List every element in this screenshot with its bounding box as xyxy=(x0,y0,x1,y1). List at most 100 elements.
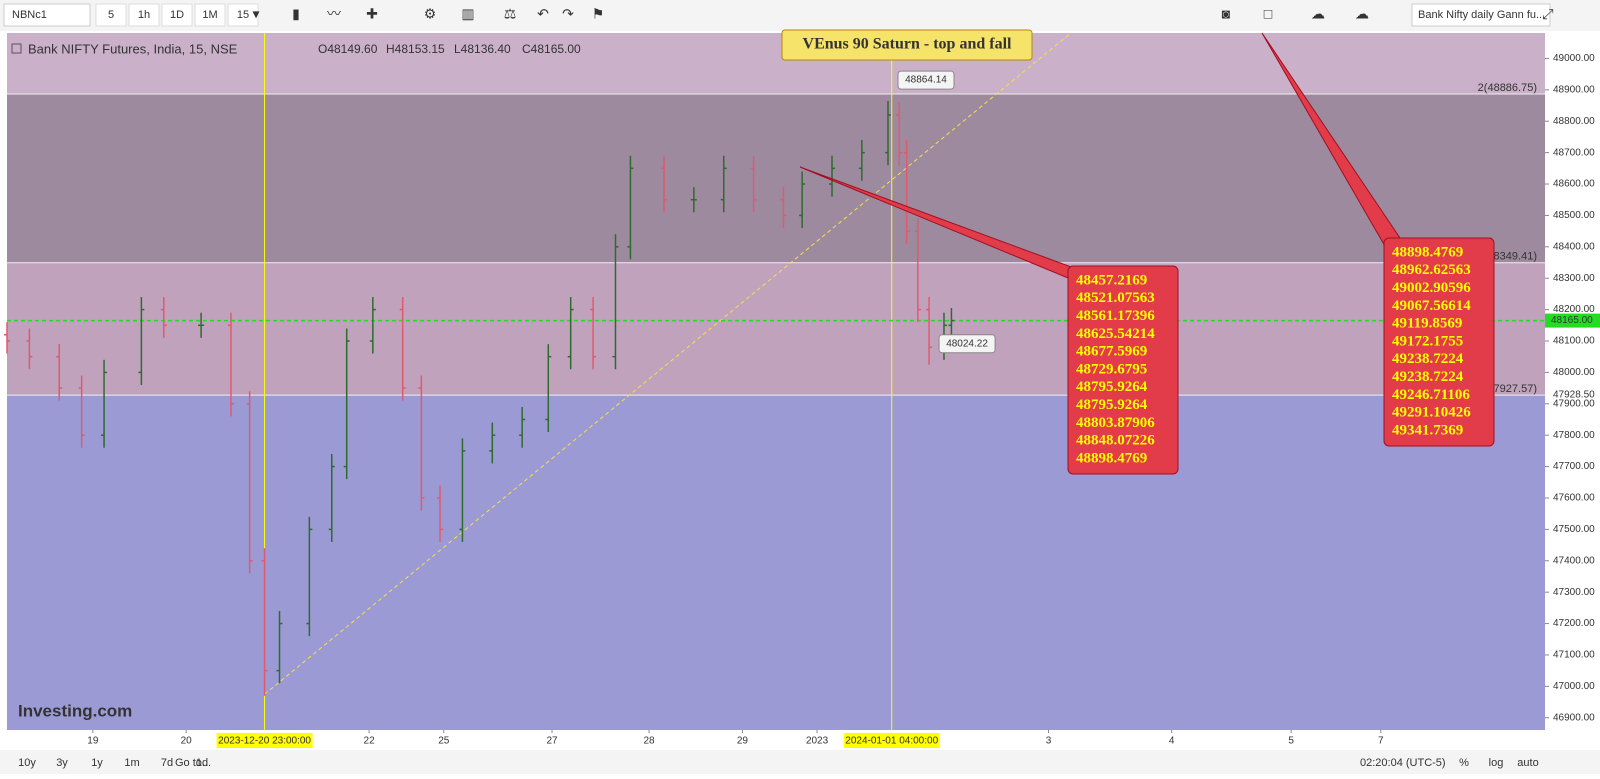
x-tick-label: 29 xyxy=(737,736,749,747)
y-tick-label: 47900.00 xyxy=(1553,398,1595,409)
zone xyxy=(7,262,1545,396)
projection-value: 49172.1755 xyxy=(1392,333,1463,349)
range-button[interactable]: 1y xyxy=(91,757,103,769)
y-tick-label: 48500.00 xyxy=(1553,210,1595,221)
annotation-title: VEnus 90 Saturn - top and fall xyxy=(803,36,1013,53)
projection-value: 49246.71106 xyxy=(1392,387,1470,403)
price-axis xyxy=(1545,33,1600,730)
callout-box xyxy=(897,70,955,90)
bottom-bar xyxy=(0,750,1600,774)
toolbar-icon[interactable]: ↶ xyxy=(537,6,549,22)
y-tick-label: 47000.00 xyxy=(1553,681,1595,692)
toolbar-icon[interactable]: ◙ xyxy=(1222,6,1230,22)
projection-value: 49067.56614 xyxy=(1392,298,1471,314)
interval-label: 1h xyxy=(138,9,150,21)
y-tick-label: 48000.00 xyxy=(1553,367,1595,378)
projection-box xyxy=(1067,265,1179,475)
watermark: Investing.com xyxy=(18,701,132,720)
y-tick-label: 48900.00 xyxy=(1553,84,1595,95)
clock: 02:20:04 (UTC-5) xyxy=(1360,757,1446,769)
chart-title: Bank NIFTY Futures, India, 15, NSE xyxy=(28,41,238,56)
toolbar-icon[interactable]: □ xyxy=(1264,6,1273,22)
y-tick-label: 48100.00 xyxy=(1553,336,1595,347)
interval-button[interactable] xyxy=(194,3,226,27)
y-tick-label: 48700.00 xyxy=(1553,147,1595,158)
y-tick-label: 47300.00 xyxy=(1553,587,1595,598)
level-label: (48349.41) xyxy=(1484,251,1537,263)
marker-label: 2024-01-01 04:00:00 xyxy=(845,736,938,747)
projection-value: 49238.7224 xyxy=(1392,351,1464,367)
marker-label: 2023-12-20 23:00:00 xyxy=(218,736,311,747)
layout-select[interactable] xyxy=(1411,3,1551,27)
range-button[interactable]: 1d xyxy=(196,757,208,769)
y-tick-label: 49000.00 xyxy=(1553,53,1595,64)
toolbar-icon[interactable]: ☁ xyxy=(1311,6,1325,22)
level-label: (47927.57) xyxy=(1484,383,1537,395)
x-tick-label: 27 xyxy=(546,736,558,747)
scale-option[interactable]: % xyxy=(1459,757,1469,769)
toolbar-icon[interactable]: ▾ xyxy=(252,6,259,22)
x-tick-label: 7 xyxy=(1378,736,1384,747)
projection-value: 49238.7224 xyxy=(1392,369,1464,385)
level-axis-label: 47928.50 xyxy=(1553,389,1595,400)
projection-value: 48677.5969 xyxy=(1076,344,1147,360)
y-tick-label: 47800.00 xyxy=(1553,430,1595,441)
projection-value: 48625.54214 xyxy=(1076,326,1155,342)
ohlc-legend: C48165.00 xyxy=(522,42,581,56)
projection-value: 49291.10426 xyxy=(1392,405,1471,421)
range-button[interactable]: 1m xyxy=(124,757,139,769)
x-tick-label: 5 xyxy=(1288,736,1294,747)
projection-value: 48561.17396 xyxy=(1076,308,1155,324)
layout-name: Bank Nifty daily Gann fu... xyxy=(1418,9,1545,21)
interval-button[interactable] xyxy=(128,3,160,27)
toolbar-icon[interactable]: ▮ xyxy=(292,6,300,22)
toolbar xyxy=(0,0,1600,31)
range-button[interactable]: 3y xyxy=(56,757,68,769)
toolbar-icon[interactable]: ▥ xyxy=(461,6,474,22)
y-tick-label: 48400.00 xyxy=(1553,241,1595,252)
marker-label-bg xyxy=(843,733,940,748)
x-tick-label: 2023 xyxy=(806,736,829,747)
toolbar-icon[interactable]: ✚ xyxy=(366,6,378,22)
zone xyxy=(7,93,1545,263)
goto[interactable]: Go to... xyxy=(175,757,211,769)
interval-label: 15 xyxy=(237,9,249,21)
range-button[interactable]: 7d xyxy=(161,757,173,769)
zone xyxy=(7,395,1545,730)
interval-button[interactable] xyxy=(95,3,127,27)
projection-value: 48795.9264 xyxy=(1076,397,1148,413)
marker-label-bg xyxy=(216,733,313,748)
toolbar-icon[interactable]: 〰 xyxy=(327,6,341,22)
interval-button[interactable] xyxy=(161,3,193,27)
range-button[interactable]: 10y xyxy=(18,757,36,769)
legend-icon xyxy=(11,43,22,54)
projection-value: 48795.9264 xyxy=(1076,379,1148,395)
toolbar-icon[interactable]: ↷ xyxy=(562,6,574,22)
y-tick-label: 46900.00 xyxy=(1553,712,1595,723)
trendline xyxy=(264,32,1072,695)
zone xyxy=(7,33,1545,94)
toolbar-icon[interactable]: ⚖ xyxy=(504,6,517,22)
scale-option[interactable]: auto xyxy=(1517,757,1538,769)
symbol-input[interactable] xyxy=(3,3,91,27)
scale-option[interactable]: log xyxy=(1489,757,1504,769)
y-tick-label: 47200.00 xyxy=(1553,618,1595,629)
toolbar-icon[interactable]: ⚑ xyxy=(592,6,605,22)
projection-value: 49002.90596 xyxy=(1392,280,1471,296)
y-tick-label: 47700.00 xyxy=(1553,461,1595,472)
toolbar-icon[interactable]: ☁ xyxy=(1355,6,1369,22)
projection-value: 48457.2169 xyxy=(1076,272,1147,288)
y-tick-label: 47400.00 xyxy=(1553,555,1595,566)
x-tick-label: 19 xyxy=(87,736,99,747)
toolbar-icon[interactable]: ⤢ xyxy=(1542,6,1553,22)
projection-value: 48803.87906 xyxy=(1076,415,1155,431)
y-tick-label: 47600.00 xyxy=(1553,493,1595,504)
toolbar-icon[interactable]: ⚙ xyxy=(424,6,437,22)
x-tick-label: 25 xyxy=(438,736,450,747)
projection-value: 49341.7369 xyxy=(1392,422,1463,438)
interval-button[interactable] xyxy=(227,3,259,27)
projection-value: 48962.62563 xyxy=(1392,262,1471,278)
projection-value: 48898.4769 xyxy=(1392,244,1463,260)
projection-value: 48898.4769 xyxy=(1076,450,1147,466)
